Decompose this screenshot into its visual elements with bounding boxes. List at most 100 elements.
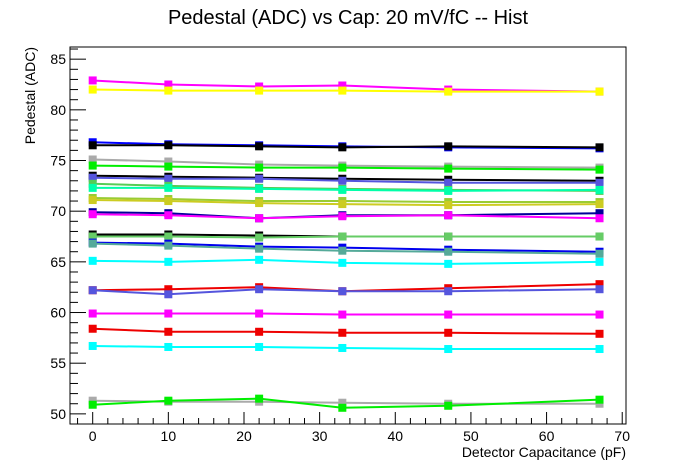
data-point — [164, 197, 173, 206]
data-point — [255, 214, 264, 223]
series-line — [92, 241, 600, 253]
data-point — [164, 327, 173, 336]
data-point — [88, 76, 97, 85]
data-point — [164, 183, 173, 192]
series-line — [92, 176, 600, 184]
data-point — [444, 201, 453, 210]
series-9 — [88, 183, 604, 195]
data-point — [255, 199, 264, 208]
data-point — [88, 239, 97, 248]
data-point — [595, 232, 604, 241]
data-point — [255, 174, 264, 183]
series-line — [92, 235, 600, 239]
data-point — [595, 395, 604, 404]
data-point — [338, 343, 347, 352]
series-line — [92, 144, 600, 149]
data-point — [595, 209, 604, 218]
y-tick-label: 80 — [50, 102, 66, 118]
data-point — [88, 400, 97, 409]
series-line — [92, 258, 600, 265]
data-point — [164, 396, 173, 405]
data-point — [595, 200, 604, 209]
chart-title: Pedestal (ADC) vs Cap: 20 mV/fC -- Hist — [168, 7, 529, 29]
series-18 — [88, 255, 604, 268]
data-point — [338, 176, 347, 185]
data-point — [88, 309, 97, 318]
series-line — [92, 288, 600, 296]
x-axis-label: Detector Capacitance (pF) — [462, 444, 626, 460]
data-point — [255, 309, 264, 318]
data-point — [595, 178, 604, 187]
series-line — [92, 242, 600, 255]
data-point — [255, 233, 264, 242]
data-point — [88, 324, 97, 333]
data-point — [88, 173, 97, 182]
data-point — [444, 310, 453, 319]
data-point — [88, 232, 97, 241]
data-point — [255, 327, 264, 336]
data-point — [338, 212, 347, 221]
data-point — [255, 342, 264, 351]
series-line — [92, 197, 600, 204]
series-line — [92, 164, 600, 171]
y-tick-label: 85 — [50, 51, 66, 67]
data-point — [255, 142, 264, 151]
series-line — [92, 88, 600, 93]
data-point — [595, 285, 604, 294]
series-23 — [88, 341, 604, 354]
data-point — [255, 86, 264, 95]
data-point — [88, 161, 97, 170]
data-point — [255, 163, 264, 172]
data-point — [255, 244, 264, 253]
data-point — [595, 165, 604, 174]
data-point — [164, 257, 173, 266]
data-point — [255, 255, 264, 264]
data-point — [338, 163, 347, 172]
data-point — [444, 401, 453, 410]
data-point — [338, 258, 347, 267]
series-line — [92, 158, 600, 169]
data-point — [164, 290, 173, 299]
data-point — [444, 178, 453, 187]
x-tick-label: 60 — [539, 428, 555, 444]
data-point — [164, 241, 173, 250]
x-tick-label: 20 — [236, 428, 252, 444]
data-point — [88, 210, 97, 219]
data-point — [595, 280, 604, 289]
series-20 — [88, 285, 604, 299]
data-point — [444, 142, 453, 151]
series-5 — [88, 161, 604, 174]
data-point — [88, 341, 97, 350]
series-25 — [88, 394, 604, 412]
series-layer — [88, 76, 604, 412]
data-point — [444, 211, 453, 220]
series-line — [92, 344, 600, 351]
data-point — [444, 87, 453, 96]
series-line — [92, 186, 600, 192]
plot-frame — [69, 46, 627, 425]
data-point — [255, 184, 264, 193]
data-point — [444, 345, 453, 354]
x-tick-label: 40 — [387, 428, 403, 444]
data-point — [338, 310, 347, 319]
data-point — [595, 249, 604, 258]
data-point — [444, 164, 453, 173]
data-point — [164, 211, 173, 220]
data-point — [444, 232, 453, 241]
x-tick-label: 50 — [463, 428, 479, 444]
data-point — [88, 196, 97, 205]
series-7 — [88, 173, 604, 187]
series-15 — [88, 232, 604, 242]
series-13 — [88, 210, 604, 223]
data-point — [88, 183, 97, 192]
series-line — [92, 312, 600, 316]
series-line — [92, 141, 600, 150]
data-point — [164, 80, 173, 89]
data-point — [595, 143, 604, 152]
data-point — [164, 86, 173, 95]
series-line — [92, 79, 600, 93]
series-line — [92, 327, 600, 335]
data-point — [255, 394, 264, 403]
data-point — [444, 247, 453, 256]
